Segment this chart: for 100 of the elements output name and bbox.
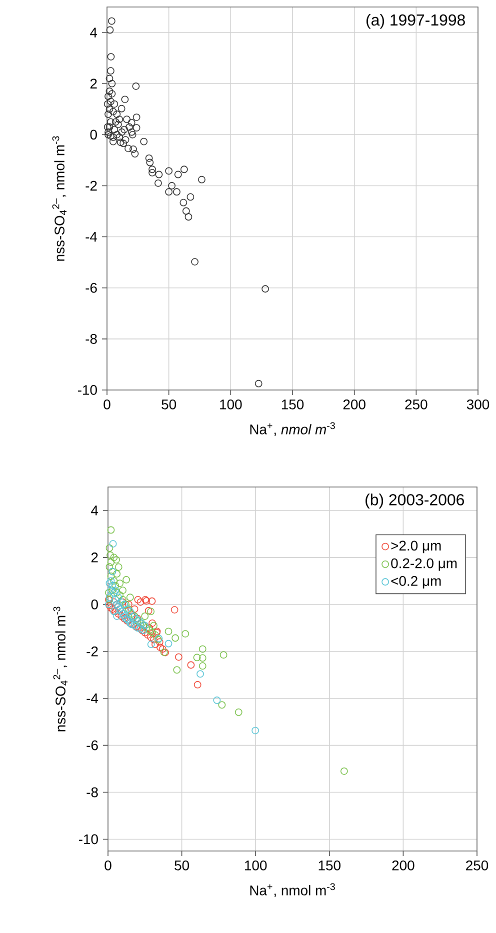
x-tick-label: 0 — [104, 399, 110, 410]
y-tick-label: 4 — [90, 28, 98, 38]
y-tick-label: -8 — [86, 787, 98, 798]
point — [119, 586, 126, 594]
point — [147, 608, 155, 616]
point — [122, 608, 130, 616]
legend-label: <0.2 μm — [391, 576, 441, 588]
point — [175, 653, 182, 661]
point — [106, 544, 114, 552]
point — [234, 708, 242, 716]
x-tick-label: 0 — [104, 860, 112, 870]
point — [196, 670, 204, 678]
point — [113, 612, 121, 620]
legend-label: >2.0 μm — [391, 540, 441, 554]
point — [252, 726, 260, 734]
y-tick-label: -10 — [78, 834, 98, 844]
point — [108, 582, 116, 590]
y-tick-label: 4 — [91, 506, 98, 516]
point — [109, 540, 117, 548]
y-tick-label: -6 — [86, 282, 97, 293]
point — [119, 610, 126, 618]
point — [148, 597, 156, 605]
point — [220, 651, 228, 659]
x-tick-label: 150 — [318, 860, 340, 870]
y-axis-title: nss-SO$_{4}$$^{2–}$, nmol m$^{-3}$ — [53, 606, 68, 732]
point — [105, 588, 112, 596]
point — [198, 662, 206, 670]
point — [193, 654, 201, 662]
point — [141, 628, 149, 636]
point — [148, 619, 156, 627]
point — [113, 570, 121, 578]
y-tick-label: -4 — [86, 694, 98, 704]
point — [164, 628, 172, 636]
point — [164, 640, 172, 648]
point — [107, 526, 115, 534]
y-tick-label: -2 — [86, 180, 97, 191]
point — [130, 605, 138, 613]
annotation: (a) 1997-1998 — [366, 14, 465, 29]
point — [107, 558, 115, 566]
x-tick-label: 300 — [466, 399, 490, 410]
point — [124, 600, 132, 608]
x-tick-label: 250 — [405, 399, 428, 410]
point — [114, 563, 122, 571]
point — [112, 596, 120, 604]
y-tick-label: -10 — [78, 385, 97, 395]
point — [106, 551, 114, 559]
point — [119, 596, 126, 604]
annotation: (b) 2003-2006 — [366, 494, 464, 508]
point — [107, 577, 115, 585]
point — [158, 645, 166, 653]
y-tick-label: 0 — [91, 599, 98, 610]
point — [136, 598, 144, 606]
point — [106, 594, 114, 602]
point — [144, 631, 152, 639]
point — [114, 603, 122, 610]
point — [213, 696, 221, 704]
point — [146, 626, 154, 634]
point — [187, 661, 195, 669]
point — [150, 636, 158, 644]
point — [340, 767, 348, 775]
point — [147, 634, 155, 641]
point — [152, 640, 159, 648]
point — [107, 572, 115, 580]
x-tick-label: 150 — [282, 399, 304, 410]
y-tick-label: -6 — [86, 740, 98, 750]
point — [198, 654, 206, 662]
x-tick-label: 100 — [220, 399, 242, 410]
x-tick-label: 50 — [162, 399, 176, 410]
point — [218, 701, 226, 709]
point — [134, 596, 142, 604]
point — [122, 576, 130, 584]
point — [110, 577, 118, 585]
y-tick-label: 0 — [90, 130, 97, 140]
point — [173, 666, 181, 674]
point — [194, 681, 202, 688]
x-tick-label: 200 — [343, 399, 366, 410]
point — [114, 610, 122, 618]
point — [116, 591, 124, 599]
point — [172, 634, 180, 642]
point — [148, 628, 156, 636]
point — [156, 644, 164, 652]
point — [152, 631, 159, 639]
y-tick-label: 2 — [91, 552, 98, 562]
point — [156, 638, 164, 646]
x-tick-label: 50 — [174, 860, 190, 870]
x-axis-title: Na$^{+}$, nmol m$^{-3}$ — [250, 883, 335, 898]
y-tick-label: -2 — [86, 646, 98, 656]
point — [116, 580, 124, 587]
point — [112, 556, 120, 564]
point — [144, 607, 152, 614]
y-axis-title: nss-SO$_{4}$$^{2–}$, nmol m$^{-3}$ — [52, 136, 66, 261]
point — [182, 630, 190, 638]
x-tick-label: 250 — [466, 860, 488, 870]
x-tick-label: 200 — [392, 860, 414, 870]
legend-label: 0.2-2.0 μm — [391, 558, 457, 571]
y-tick-label: -4 — [86, 232, 98, 242]
point — [128, 610, 136, 618]
point — [198, 645, 206, 653]
point — [106, 563, 114, 571]
point — [110, 554, 118, 562]
